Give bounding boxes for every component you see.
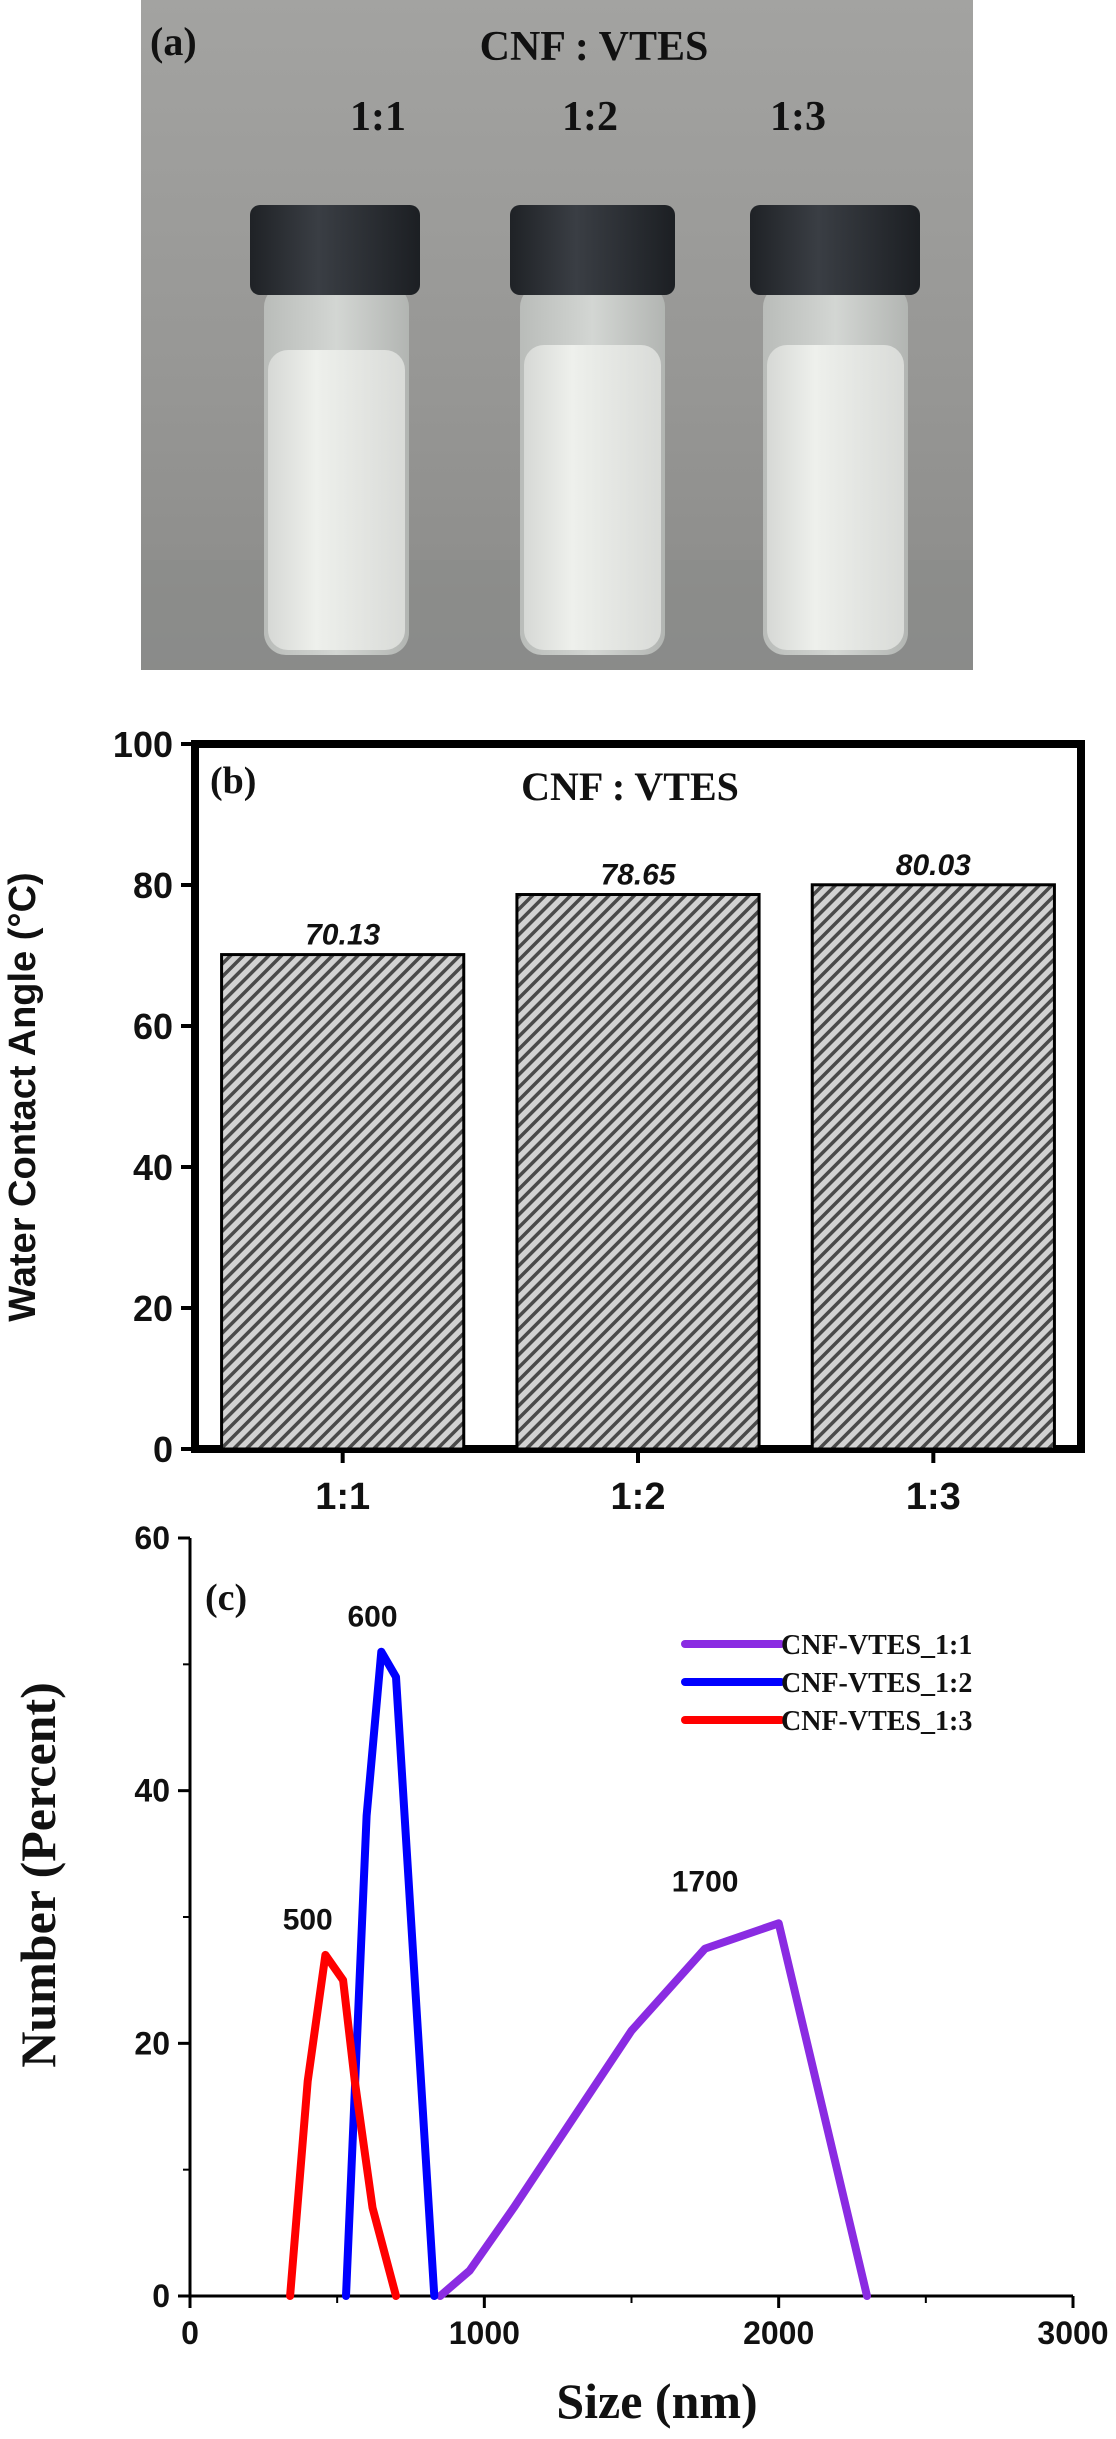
panel-b-y-tick-label: 80	[133, 865, 173, 906]
panel-c-y-tick-label: 40	[134, 1773, 170, 1809]
panel-b-y-axis-label: Water Contact Angle (°C)	[2, 872, 44, 1321]
panel-c-x-tick-label: 2000	[743, 2315, 814, 2351]
panel-c-peak-annotation: 1700	[672, 1866, 739, 1899]
vial-2	[510, 205, 675, 655]
panel-c-label: (c)	[205, 1577, 247, 1619]
panel-b-x-tick-label: 1:3	[906, 1476, 961, 1518]
panel-b-y-tick-label: 100	[113, 724, 173, 765]
panel-b-x-tick-label: 1:2	[611, 1476, 666, 1518]
panel-c-series-line-2	[342, 1647, 439, 2300]
panel-c-annotations: 600 500 1700	[283, 1600, 739, 1936]
panel-b-value-label: 80.03	[896, 849, 971, 882]
vial-2-liquid	[524, 345, 661, 650]
panel-b-bars: 70.13 78.65 80.03	[220, 849, 1056, 1451]
panel-b-label: (b)	[210, 760, 256, 802]
panel-a-photo: (a) CNF : VTES 1:1 1:2 1:3	[141, 0, 973, 670]
panel-b-title: CNF : VTES	[521, 764, 739, 809]
vial-1-liquid	[268, 350, 405, 650]
vial-2-cap	[510, 205, 675, 295]
sample-label-1: 1:1	[350, 94, 406, 140]
sample-label-3: 1:3	[770, 94, 826, 140]
panel-c-y-tick-label: 20	[134, 2025, 170, 2061]
panel-c-y-axis-label: Number (Percent)	[10, 1682, 66, 2068]
panel-b-bar	[810, 883, 1056, 1451]
panel-c-peak-annotation: 500	[283, 1904, 333, 1937]
panel-c-series-line-3	[286, 1950, 400, 2300]
vial-3	[750, 205, 920, 655]
panel-a-label: (a)	[150, 19, 197, 64]
vial-1	[250, 205, 420, 655]
panel-b-bar	[515, 893, 761, 1451]
panel-c-series	[286, 1647, 871, 2300]
panel-c-y-tick-label: 60	[134, 1520, 170, 1556]
panel-c-x-tick-label: 3000	[1037, 2315, 1108, 2351]
panel-b-x-tick-label: 1:1	[315, 1476, 370, 1518]
panel-b-y-tick-label: 40	[133, 1147, 173, 1188]
panel-b-y-ticks: 0 20 40 60 80 100	[113, 724, 195, 1470]
panel-c-peak-annotation: 600	[347, 1600, 397, 1633]
panel-b-y-tick-label: 60	[133, 1006, 173, 1047]
panel-b-y-tick-label: 20	[133, 1288, 173, 1329]
panel-b-bar	[220, 953, 466, 1451]
panel-c-legend: CNF-VTES_1:1 CNF-VTES_1:2 CNF-VTES_1:3	[681, 1630, 972, 1737]
panel-c-y-tick-label: 0	[152, 2278, 170, 2314]
vial-3-liquid	[767, 345, 904, 650]
sample-label-2: 1:2	[562, 94, 618, 140]
panel-c-legend-label-2: CNF-VTES_1:2	[781, 1668, 972, 1699]
panel-c-x-tick-label: 1000	[449, 2315, 520, 2351]
panel-b-value-label: 70.13	[305, 919, 380, 952]
panel-c-series-line-1	[436, 1919, 871, 2300]
panel-c-x-axis-label: Size (nm)	[556, 2373, 757, 2429]
panel-b-value-label: 78.65	[600, 859, 676, 892]
panel-b-y-tick-label: 0	[153, 1429, 173, 1470]
panel-c-x-tick-label: 0	[181, 2315, 199, 2351]
vial-3-cap	[750, 205, 920, 295]
panel-a-title: CNF : VTES	[480, 24, 709, 70]
panel-c-legend-label-3: CNF-VTES_1:3	[781, 1706, 972, 1737]
panel-b-bar-chart: 0 20 40 60 80 100 70.13 78.65 80.03 1:1 1:2 1:3 (…	[2, 724, 1085, 1518]
panel-c-legend-label-1: CNF-VTES_1:1	[781, 1630, 972, 1661]
vial-1-cap	[250, 205, 420, 295]
panel-b-x-ticks: 1:1 1:2 1:3	[315, 1449, 961, 1518]
